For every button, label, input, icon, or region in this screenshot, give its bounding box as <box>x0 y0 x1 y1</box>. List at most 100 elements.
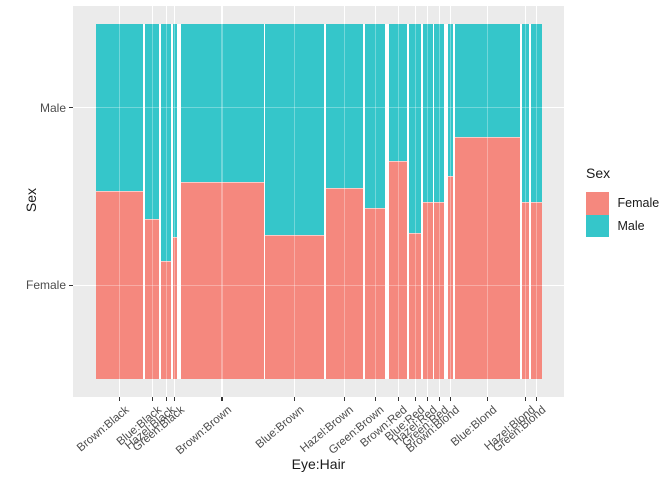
gridline-vertical <box>524 6 527 24</box>
x-tick-mark <box>535 397 537 401</box>
mosaic-bar-brown-brown <box>180 24 264 379</box>
mosaic-segment-female <box>522 201 530 379</box>
x-tick-mark <box>343 397 346 401</box>
gridline-vertical-overlay <box>427 24 429 379</box>
mosaic-bar-hazel-black <box>160 24 172 379</box>
legend-label: Male <box>617 218 645 233</box>
mosaic-bar-brown-blond <box>448 24 453 379</box>
y-tick-mark <box>69 284 73 286</box>
gridline-horizontal-overlay <box>96 284 542 286</box>
mosaic-segment-male <box>530 24 542 202</box>
gridline-vertical-overlay <box>174 24 176 379</box>
gridline-vertical <box>414 379 416 397</box>
mosaic-bar-hazel-brown <box>325 24 364 379</box>
gridline-vertical <box>438 6 440 24</box>
gridline-vertical <box>486 6 489 24</box>
gridline-vertical <box>397 379 399 397</box>
gridline-horizontal-overlay <box>96 107 542 109</box>
gridline-vertical <box>119 379 121 397</box>
gridline-vertical <box>221 379 223 397</box>
gridline-vertical-overlay <box>165 24 167 379</box>
x-tick-mark <box>165 397 167 401</box>
gridline-vertical <box>174 6 176 24</box>
gridline-vertical-overlay <box>397 24 399 379</box>
gridline-horizontal <box>542 284 564 286</box>
x-tick-mark <box>293 397 296 401</box>
gridline-vertical <box>119 6 121 24</box>
gridline-vertical <box>151 6 153 24</box>
mosaic-segment-male <box>454 24 521 138</box>
mosaic-segment-male <box>160 24 172 261</box>
gridline-vertical <box>221 6 223 24</box>
gridline-vertical-overlay <box>221 24 223 379</box>
x-tick-mark <box>151 397 153 401</box>
gridline-vertical <box>535 6 537 24</box>
legend-items: Female Male <box>586 192 672 237</box>
gridline-vertical-overlay <box>374 24 376 379</box>
mosaic-segment-male <box>180 24 264 183</box>
x-tick-mark <box>449 397 452 401</box>
gridline-vertical-overlay <box>486 24 489 379</box>
gridline-vertical <box>293 6 296 24</box>
mosaic-bar-blue-red <box>409 24 421 379</box>
mosaic-bar-green-brown <box>365 24 386 379</box>
gridline-vertical-overlay <box>343 24 346 379</box>
mosaic-segment-female <box>325 188 364 379</box>
legend: Sex Female Male <box>586 165 672 237</box>
mosaic-bar-brown-black <box>96 24 144 379</box>
mosaic-segment-male <box>409 24 421 233</box>
x-axis-title: Eye:Hair <box>291 456 346 472</box>
mosaic-segment-male <box>173 24 177 237</box>
x-tick-mark <box>524 397 527 401</box>
x-tick-mark <box>221 397 223 401</box>
mosaic-segment-male <box>389 24 408 161</box>
mosaic-segment-female <box>454 137 521 379</box>
gridline-vertical <box>449 6 452 24</box>
gridline-vertical <box>174 379 176 397</box>
gridline-horizontal <box>542 107 564 109</box>
legend-label: Female <box>617 196 660 211</box>
gridline-vertical-overlay <box>449 24 452 379</box>
gridline-vertical <box>151 379 153 397</box>
gridline-vertical-overlay <box>438 24 440 379</box>
mosaic-segment-male <box>434 24 445 202</box>
mosaic-segment-male <box>365 24 386 208</box>
mosaic-segment-male <box>422 24 433 202</box>
mosaic-bar-green-blond <box>530 24 542 379</box>
mosaic-bar-hazel-blond <box>522 24 530 379</box>
mosaic-segment-female <box>180 182 264 379</box>
y-tick-label: Male <box>39 100 66 115</box>
x-tick-mark <box>119 397 121 401</box>
gridline-vertical <box>374 6 376 24</box>
gridline-vertical-overlay <box>535 24 537 379</box>
mosaic-bar-blue-blond <box>454 24 521 379</box>
mosaic-segment-female <box>160 260 172 379</box>
gridline-vertical-overlay <box>151 24 153 379</box>
x-tick-mark <box>374 397 376 401</box>
mosaic-segment-female <box>434 201 445 379</box>
gridline-vertical <box>438 379 440 397</box>
gridline-vertical-overlay <box>524 24 527 379</box>
gridline-vertical <box>343 6 346 24</box>
gridline-vertical <box>427 379 429 397</box>
mosaic-segment-female <box>145 219 160 379</box>
mosaic-segment-female <box>173 237 177 379</box>
mosaic-segment-female <box>365 207 386 379</box>
x-tick-mark <box>414 397 416 401</box>
legend-item-male: Male <box>586 214 672 237</box>
mosaic-segment-female <box>389 160 408 379</box>
mosaic-segment-female <box>265 235 324 379</box>
mosaic-segment-male <box>145 24 160 220</box>
x-tick-mark <box>427 397 429 401</box>
mosaic-segment-female <box>422 201 433 379</box>
gridline-horizontal <box>73 284 96 286</box>
gridline-vertical <box>165 379 167 397</box>
y-tick-label: Female <box>25 278 66 293</box>
mosaic-segment-male <box>522 24 530 202</box>
mosaic-segment-female <box>409 232 421 379</box>
y-tick-mark <box>69 107 73 109</box>
mosaic-bar-blue-black <box>145 24 160 379</box>
x-tick-mark <box>397 397 399 401</box>
mosaic-bar-blue-brown <box>265 24 324 379</box>
